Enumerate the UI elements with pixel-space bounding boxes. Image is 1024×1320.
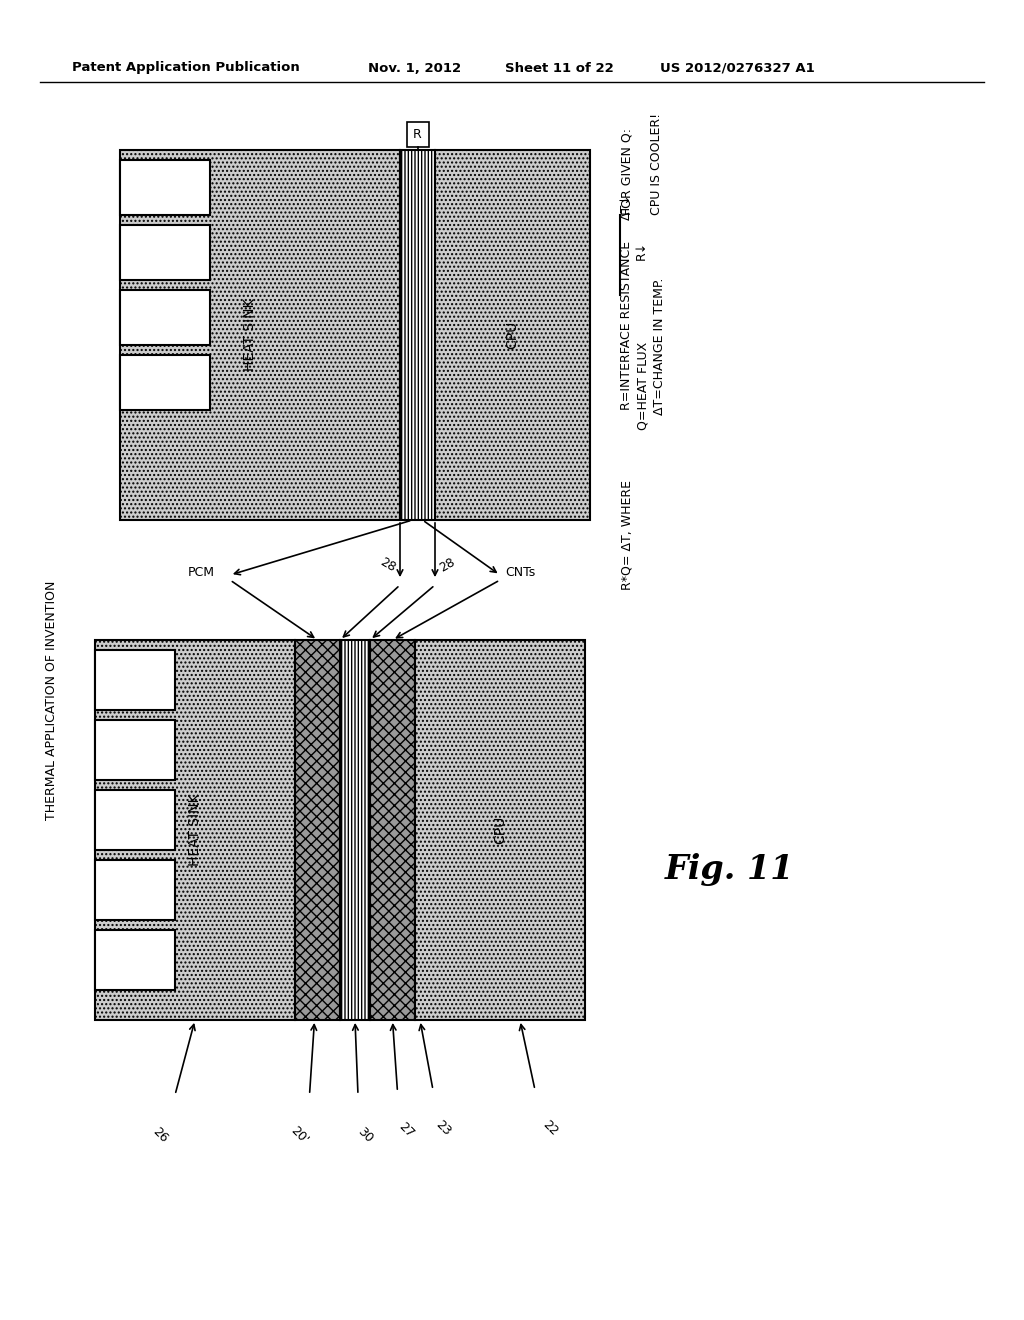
Text: ΔT↓: ΔT↓ — [620, 193, 633, 220]
Text: 20': 20' — [288, 1123, 311, 1147]
Text: 23: 23 — [433, 1118, 454, 1138]
Bar — [340, 640, 370, 1020]
Bar — [95, 719, 175, 780]
Bar — [95, 931, 175, 990]
Text: R: R — [413, 128, 422, 141]
Text: 28: 28 — [378, 556, 398, 574]
Text: THERMAL APPLICATION OF INVENTION: THERMAL APPLICATION OF INVENTION — [45, 581, 58, 820]
Text: CNTs: CNTs — [505, 565, 536, 578]
Bar — [370, 640, 415, 1020]
Bar — [415, 640, 585, 1020]
Bar — [120, 224, 210, 280]
Text: R*Q= ΔT, WHERE: R*Q= ΔT, WHERE — [620, 480, 633, 590]
Bar — [120, 160, 210, 215]
Text: Q=HEAT FLUX: Q=HEAT FLUX — [637, 342, 650, 430]
Text: 26: 26 — [150, 1125, 170, 1146]
Text: FOR GIVEN Q:: FOR GIVEN Q: — [620, 128, 633, 215]
Text: 28: 28 — [437, 556, 458, 574]
Text: HEAT SINK: HEAT SINK — [188, 793, 202, 866]
Bar — [407, 121, 428, 147]
Text: CPU: CPU — [506, 321, 519, 348]
Bar — [95, 861, 175, 920]
Text: 22: 22 — [540, 1118, 560, 1138]
Bar — [120, 290, 210, 345]
Text: Sheet 11 of 22: Sheet 11 of 22 — [505, 62, 613, 74]
Bar — [95, 640, 295, 1020]
Bar — [95, 789, 175, 850]
Bar — [295, 640, 340, 1020]
Text: Patent Application Publication: Patent Application Publication — [72, 62, 300, 74]
Text: 30: 30 — [354, 1125, 375, 1146]
Text: R=INTERFACE RESISTANCE: R=INTERFACE RESISTANCE — [620, 240, 633, 411]
Bar — [120, 355, 210, 411]
Text: PCM: PCM — [188, 565, 215, 578]
Text: CPU: CPU — [493, 816, 507, 843]
Text: R↓: R↓ — [635, 240, 648, 260]
Text: ΔT=CHANGE IN TEMP.: ΔT=CHANGE IN TEMP. — [653, 277, 666, 414]
Text: 27: 27 — [396, 1119, 417, 1140]
Bar — [120, 150, 400, 520]
Text: CPU IS COOLER!: CPU IS COOLER! — [650, 114, 663, 215]
Text: Nov. 1, 2012: Nov. 1, 2012 — [368, 62, 461, 74]
Text: HEAT SINK: HEAT SINK — [243, 298, 257, 371]
Bar — [95, 649, 175, 710]
Bar — [435, 150, 590, 520]
Text: US 2012/0276327 A1: US 2012/0276327 A1 — [660, 62, 815, 74]
Bar — [400, 150, 435, 520]
Text: Fig. 11: Fig. 11 — [666, 854, 795, 887]
